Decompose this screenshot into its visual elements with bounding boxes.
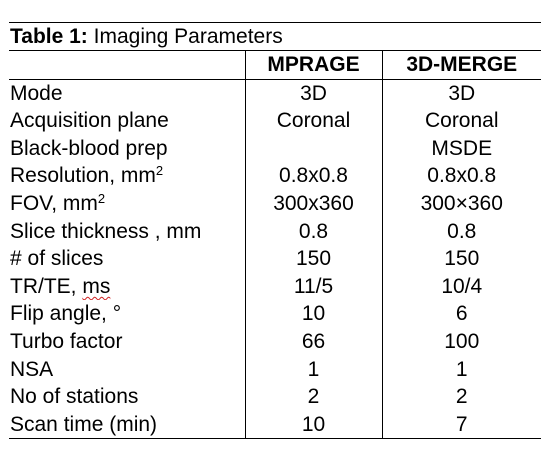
row-mprage-value: 2: [244, 383, 382, 411]
row-param: No of stations: [10, 385, 139, 409]
row-merge-value: 150: [381, 245, 541, 273]
row-mprage-value: 150: [244, 245, 382, 273]
row-param: # of slices: [10, 247, 104, 271]
row-merge-value: 0.8x0.8: [381, 162, 541, 190]
row-merge-value: 2: [381, 383, 541, 411]
row-mprage-value: 10: [244, 410, 382, 440]
row-merge-value: 100: [381, 327, 541, 356]
row-mprage-value: 300x360: [244, 189, 382, 218]
row-param: Scan time (min): [9, 410, 245, 440]
table-row: Flip angle, ° 10 6: [9, 300, 541, 328]
row-mprage-value: 3D: [244, 79, 382, 108]
spellcheck-flagged-unit: ms: [82, 274, 111, 298]
row-param: FOV, mm2: [9, 190, 245, 218]
row-mprage-value: 1: [244, 355, 382, 384]
row-param-text: Resolution, mm: [10, 164, 156, 188]
row-mprage-value: Coronal: [244, 107, 382, 135]
superscript: 2: [155, 163, 164, 179]
header-parameter: [9, 50, 245, 80]
row-merge-value: Coronal: [381, 107, 541, 135]
row-merge-value: 7: [381, 410, 541, 440]
table-row: Black-blood prep MSDE: [9, 134, 541, 163]
row-merge-value: 0.8: [381, 217, 541, 246]
header-mprage: MPRAGE: [244, 50, 382, 80]
table-row: NSA 1 1: [9, 355, 541, 384]
row-merge-value: 3D: [381, 79, 541, 108]
row-mprage-value: [244, 134, 382, 163]
table-row: # of slices 150 150: [9, 245, 541, 273]
table-row: Mode 3D 3D: [9, 79, 541, 108]
row-param: Acquisition plane: [10, 109, 169, 133]
table-row: No of stations 2 2: [9, 383, 541, 411]
row-param: Black-blood prep: [10, 136, 168, 160]
parameters-grid: MPRAGE 3D-MERGE Mode 3D 3D Acquisition p…: [9, 50, 541, 440]
row-mprage-value: 0.8: [244, 217, 382, 246]
table-row: FOV, mm2 300x360 300×360: [9, 189, 541, 218]
row-mprage-value: 0.8x0.8: [244, 162, 382, 190]
caption-title: Imaging Parameters: [87, 25, 283, 48]
row-merge-value: MSDE: [381, 134, 541, 163]
table-row: Acquisition plane Coronal Coronal: [9, 107, 541, 135]
table-top-rule: [9, 22, 541, 23]
row-mprage-value: 10: [244, 300, 382, 328]
row-param: Resolution, mm2: [9, 162, 245, 190]
table-row: Scan time (min) 10 7: [9, 410, 541, 440]
row-param: Flip angle, °: [10, 302, 122, 326]
row-merge-value: 10/4: [381, 272, 541, 301]
superscript: 2: [97, 190, 106, 206]
row-merge-value: 1: [381, 355, 541, 384]
imaging-parameters-table: Table 1: Imaging Parameters MPRAGE 3D-ME…: [9, 22, 541, 440]
row-mprage-value: 11/5: [244, 272, 382, 301]
row-param: Slice thickness , mm: [10, 219, 202, 243]
row-param-text: TR/TE,: [10, 274, 83, 298]
header-row: MPRAGE 3D-MERGE: [9, 50, 541, 80]
table-row: Resolution, mm2 0.8x0.8 0.8x0.8: [9, 162, 541, 190]
row-mprage-value: 66: [244, 327, 382, 356]
row-merge-value: 6: [381, 300, 541, 328]
row-param: Turbo factor: [10, 329, 123, 353]
row-merge-value: 300×360: [381, 189, 541, 218]
row-param-text: FOV, mm: [10, 191, 98, 215]
row-param: TR/TE, ms: [9, 273, 245, 301]
table-caption: Table 1: Imaging Parameters: [9, 23, 541, 50]
header-3d-merge: 3D-MERGE: [381, 50, 541, 80]
caption-label: Table 1:: [10, 25, 88, 48]
table-row: TR/TE, ms 11/5 10/4: [9, 272, 541, 301]
table-row: Turbo factor 66 100: [9, 327, 541, 356]
row-param: NSA: [10, 357, 54, 381]
table-row: Slice thickness , mm 0.8 0.8: [9, 217, 541, 246]
row-param: Mode: [10, 81, 63, 105]
